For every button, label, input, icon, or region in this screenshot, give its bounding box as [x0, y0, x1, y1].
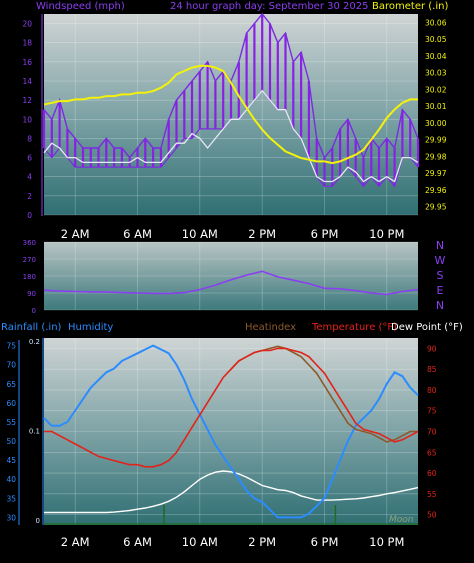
wind-average-line [43, 89, 419, 183]
barometer-tick-label: 30.06 [425, 18, 447, 27]
barometer-tick-label: 30.04 [425, 52, 447, 61]
temperature-tick-label: 70 [427, 428, 437, 437]
dewpoint-legend: Dew Point (°F) [391, 322, 463, 333]
barometer-tick-label: 29.98 [425, 152, 447, 161]
compass-label: W [435, 254, 446, 267]
wind-tick-label: 18 [22, 39, 32, 48]
wind-tick-label: 20 [22, 20, 32, 29]
barometer-tick-label: 30.03 [425, 69, 447, 78]
rain-tick-label: 0 [36, 517, 40, 525]
wind-direction-line [43, 270, 419, 296]
humidity-tick-label: 70 [6, 361, 16, 370]
direction-tick-label: 0 [32, 307, 36, 315]
rain-tick-label: 0.2 [29, 338, 40, 346]
hour-tick-label: 10 PM [369, 535, 404, 549]
humidity-tick-label: 65 [6, 380, 16, 389]
temperature-line [44, 347, 419, 468]
hour-tick-label: 6 AM [123, 535, 152, 549]
hour-tick-label: 2 AM [61, 227, 90, 241]
temperature-tick-label: 80 [427, 386, 437, 395]
hour-tick-label: 6 PM [311, 535, 339, 549]
barometer-tick-label: 29.95 [425, 203, 447, 212]
temperature-tick-label: 50 [427, 511, 437, 520]
humidity-tick-label: 75 [6, 342, 16, 351]
barometer-tick-label: 29.96 [425, 186, 447, 195]
heatindex-legend: Heatindex [245, 322, 296, 333]
wind-tick-label: 14 [22, 77, 32, 86]
humidity-tick-label: 45 [6, 456, 16, 465]
wind-tick-label: 6 [27, 154, 32, 163]
humidity-tick-label: 60 [6, 399, 16, 408]
wind-tick-label: 16 [22, 58, 32, 67]
temperature-tick-label: 85 [427, 365, 437, 374]
wind-tick-label: 10 [22, 115, 32, 124]
direction-tick-label: 90 [27, 290, 36, 298]
humidity-tick-label: 35 [6, 494, 16, 503]
barometer-tick-label: 30.01 [425, 102, 447, 111]
wind-tick-label: 4 [27, 173, 32, 182]
wind-tick-label: 8 [27, 134, 32, 143]
wind-barometer-panel: 0 2 4 6 8 10 12 14 16 18 20 29.95 29.96 29.97 29.98 29… [22, 12, 447, 241]
hour-tick-label: 2 PM [248, 227, 276, 241]
wind-tick-label: 12 [22, 96, 32, 105]
hour-tick-label: 10 AM [182, 227, 218, 241]
temperature-tick-label: 55 [427, 490, 437, 499]
hour-tick-label: 10 AM [182, 535, 218, 549]
humidity-tick-label: 50 [6, 437, 16, 446]
compass-label: N [436, 299, 444, 312]
compass-label: S [437, 269, 444, 282]
direction-tick-label: 360 [23, 239, 36, 247]
barometer-tick-label: 30.02 [425, 85, 447, 94]
wind-tick-label: 0 [27, 211, 32, 220]
direction-tick-label: 270 [23, 256, 36, 264]
wind-tick-label: 2 [27, 192, 32, 201]
graph-date-title: 24 hour graph day: September 30 2025 [170, 1, 368, 12]
brand-watermark: Moon [389, 515, 414, 525]
barometer-line [43, 64, 418, 165]
barometer-tick-label: 29.99 [425, 136, 447, 145]
compass-label: N [436, 239, 444, 252]
temperature-legend: Temperature (°F) [311, 322, 397, 333]
humidity-tick-label: 55 [6, 418, 16, 427]
rainfall-legend: Rainfall (.in) [1, 322, 62, 333]
humidity-legend: Humidity [68, 322, 113, 333]
temperature-tick-label: 90 [427, 344, 437, 353]
temperature-humidity-panel: 30 35 40 45 50 55 60 65 70 75 0 0.1 0.2 50 55 60 65 70 7… [6, 338, 437, 549]
wind-direction-plot-area [44, 242, 418, 310]
temperature-tick-label: 60 [427, 469, 437, 478]
hour-tick-label: 2 PM [248, 535, 276, 549]
hour-tick-label: 6 AM [123, 227, 152, 241]
compass-label: E [437, 284, 444, 297]
humidity-tick-label: 30 [6, 513, 16, 522]
hour-tick-label: 10 PM [369, 227, 404, 241]
rain-tick-label: 0.1 [29, 428, 40, 436]
hour-tick-label: 6 PM [311, 227, 339, 241]
temperature-tick-label: 65 [427, 448, 437, 457]
windspeed-axis-title: Windspeed (mph) [36, 1, 125, 12]
dewpoint-line [44, 470, 419, 514]
barometer-axis-title: Barometer (.in) [372, 1, 448, 12]
barometer-tick-label: 30.05 [425, 35, 447, 44]
wind-gust-range [42, 14, 420, 187]
humidity-line [43, 344, 419, 519]
barometer-tick-label: 29.97 [425, 169, 447, 178]
hour-tick-label: 2 AM [61, 535, 90, 549]
temperature-tick-label: 75 [427, 407, 437, 416]
direction-tick-label: 180 [23, 273, 36, 281]
barometer-tick-label: 30.00 [425, 119, 447, 128]
humidity-tick-label: 40 [6, 475, 16, 484]
